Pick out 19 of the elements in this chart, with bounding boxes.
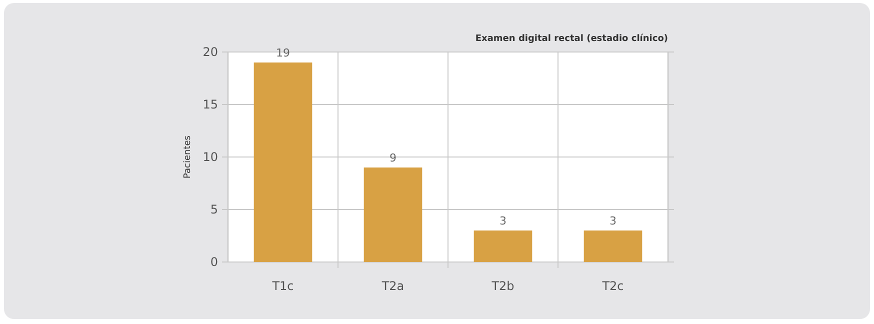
bar	[584, 230, 642, 262]
bar	[254, 62, 312, 262]
y-tick-label: 5	[210, 202, 218, 216]
y-tick-label: 20	[202, 45, 218, 59]
data-label: 3	[500, 214, 506, 228]
y-tick-label: 0	[210, 255, 218, 269]
x-tick-label: T2a	[380, 279, 404, 293]
data-label: 3	[610, 214, 616, 228]
x-tick-label: T2b	[490, 279, 514, 293]
bar	[364, 168, 422, 262]
bar	[474, 230, 532, 262]
data-label: 9	[390, 152, 396, 164]
y-axis-title: Pacientes	[183, 135, 193, 178]
x-tick-label: T1c	[271, 279, 294, 293]
y-tick-label: 10	[202, 150, 218, 164]
chart-title: Examen digital rectal (estadio clínico)	[475, 33, 668, 44]
x-tick-label: T2c	[601, 279, 624, 293]
data-label: 19	[276, 46, 290, 60]
y-tick-label: 15	[202, 98, 218, 112]
